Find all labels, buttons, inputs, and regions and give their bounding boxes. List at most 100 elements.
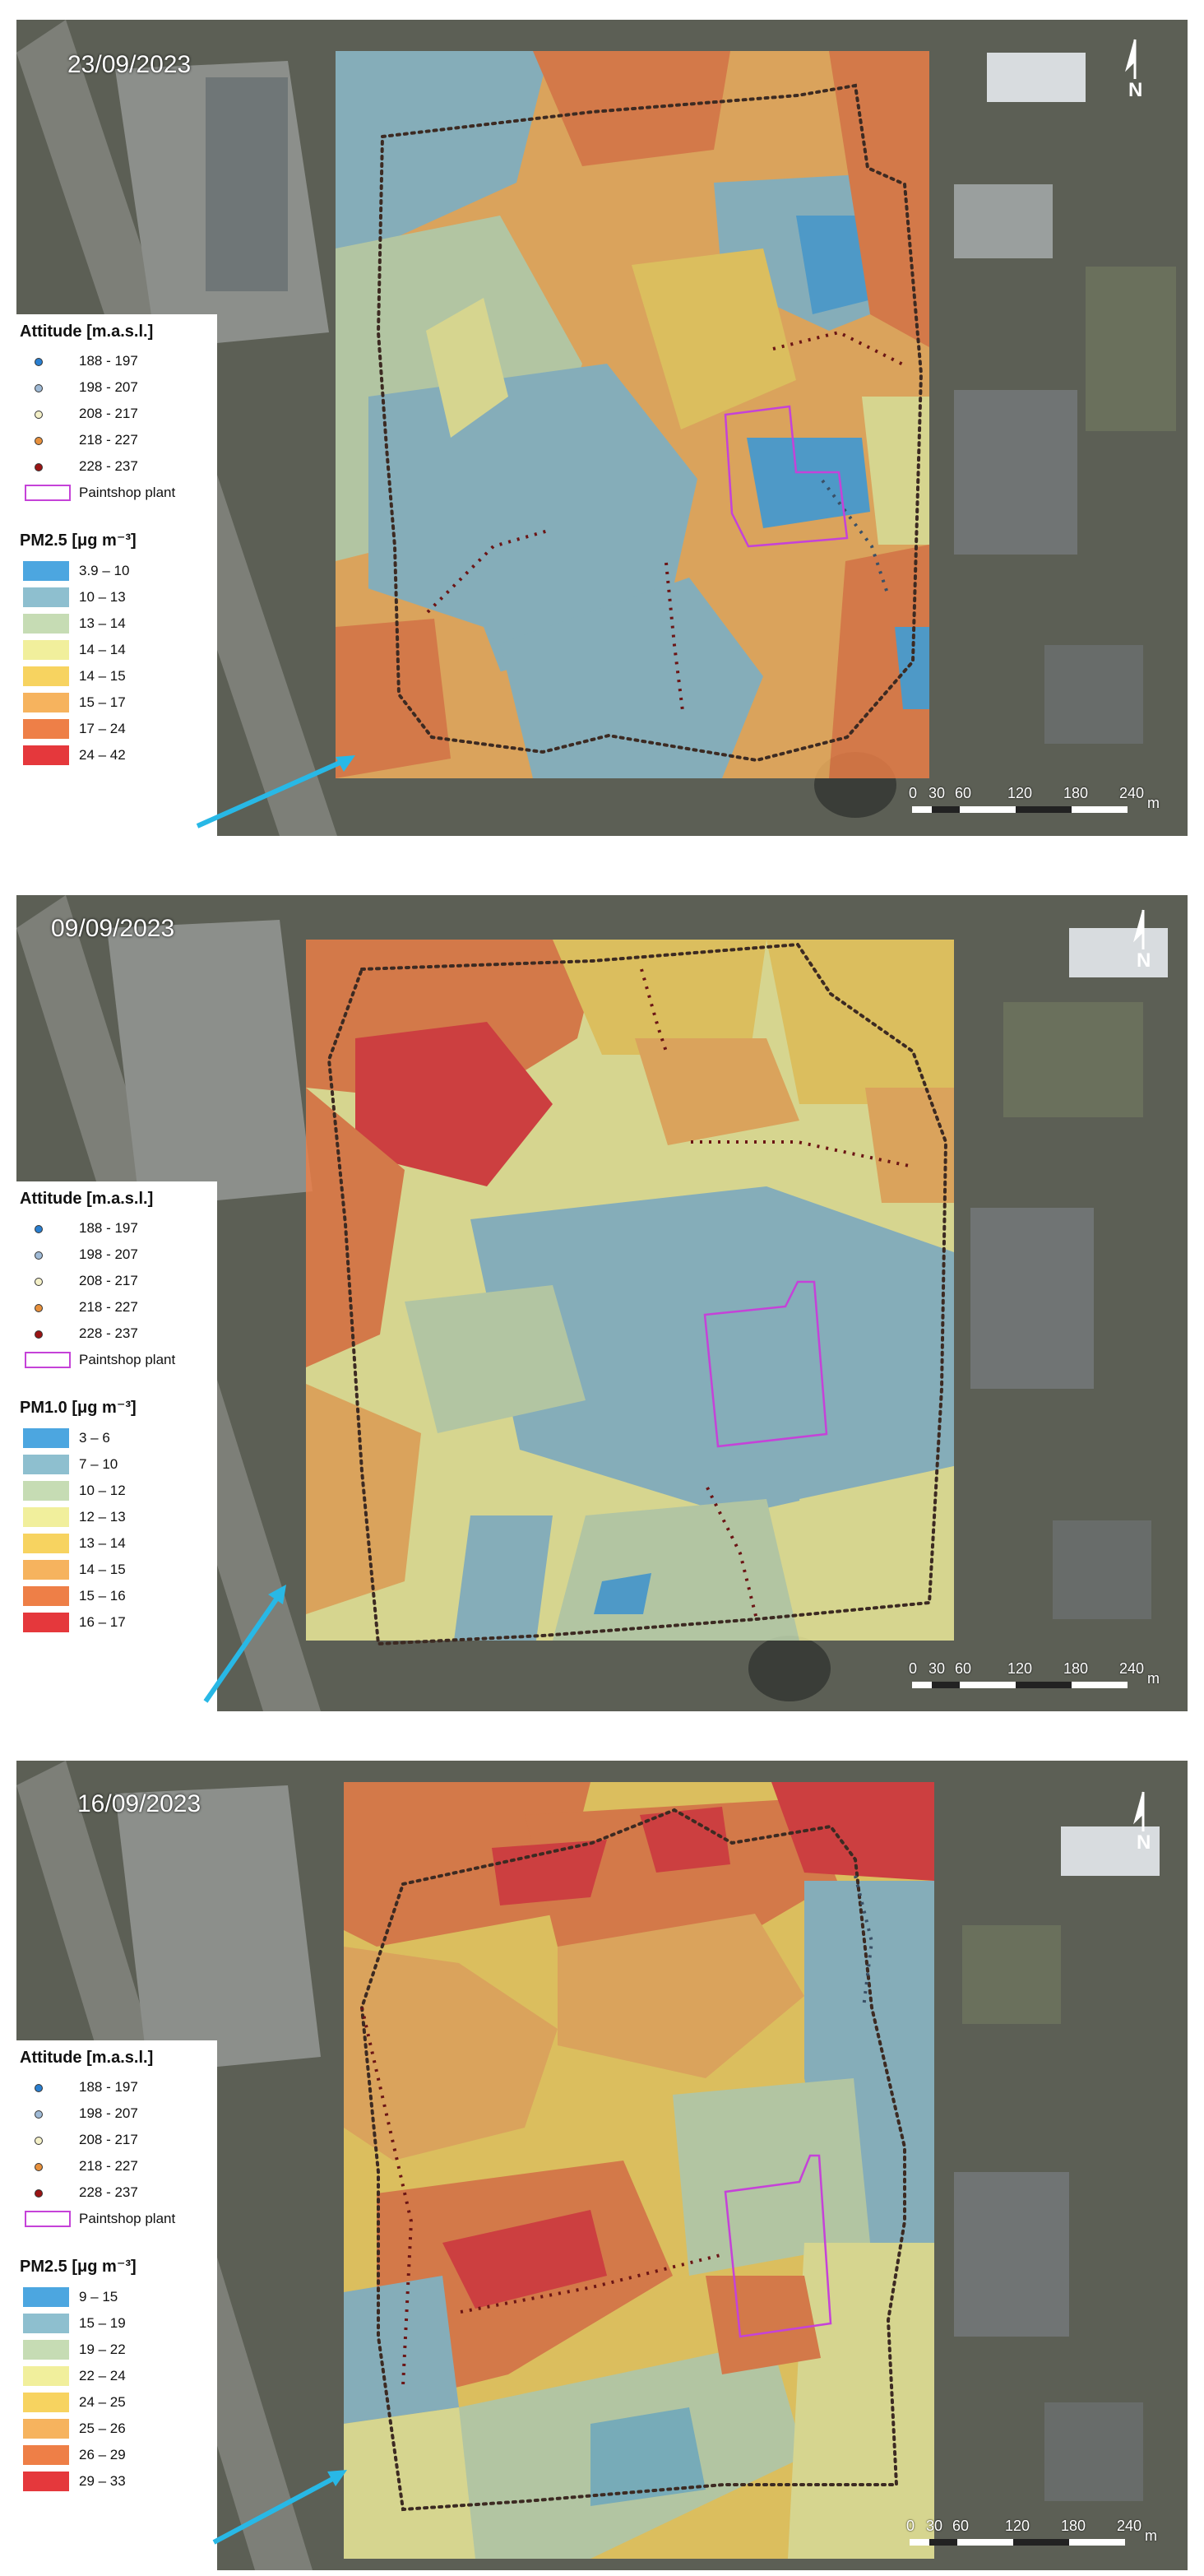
- pm-swatch: [23, 666, 69, 686]
- pm-class-6: 17 – 24: [20, 717, 209, 740]
- pm-swatch: [23, 1481, 69, 1501]
- pm-swatch: [23, 693, 69, 712]
- altitude-class-0: 188 - 197: [20, 2077, 209, 2100]
- altitude-dot-icon: [35, 2163, 43, 2171]
- pm-class-6: 26 – 29: [20, 2444, 209, 2467]
- pm-class-3: 22 – 24: [20, 2365, 209, 2388]
- altitude-dot-icon: [35, 437, 43, 445]
- paintshop-plant-outline: [724, 2154, 832, 2338]
- altitude-class-2: 208 - 217: [20, 403, 209, 426]
- altitude-dot-icon: [35, 1330, 43, 1339]
- legend: Attitude [m.a.s.l.] 188 - 197 198 - 207 …: [16, 314, 217, 836]
- pm-swatch: [23, 1534, 69, 1553]
- map-panel-3: 16/09/2023 N Attitude [m.a.s.l.] 188 - 1…: [16, 1761, 1188, 2570]
- scale-bar: 0 30 60 120 180 240 m: [906, 2518, 1157, 2546]
- map-panel-2: 09/09/2023 N Attitude [m.a.s.l.] 188 - 1…: [16, 895, 1188, 1711]
- pm-heatmap: [306, 940, 954, 1641]
- pm-heatmap: [344, 1782, 934, 2559]
- plant-outline-icon: [25, 485, 71, 501]
- altitude-class-3: 218 - 227: [20, 2156, 209, 2179]
- pm-legend-title: PM1.0 [μg m⁻³]: [20, 1399, 137, 1417]
- scale-bar: 0 30 60 120 180 240 m: [909, 1660, 1160, 1688]
- pm-legend-title: PM2.5 [μg m⁻³]: [20, 2258, 137, 2276]
- paintshop-plant-outline: [724, 405, 849, 548]
- map-panel-1: 23/09/2023 N Attitude [m.a.s.l.] 188 - 1…: [16, 20, 1188, 836]
- pm-swatch: [23, 1613, 69, 1632]
- paintshop-plant-outline: [703, 1280, 828, 1448]
- measurement-route: [376, 83, 924, 763]
- direction-arrow-icon: [196, 755, 355, 828]
- pm-class-1: 15 – 19: [20, 2312, 209, 2335]
- pm-swatch: [23, 1586, 69, 1606]
- altitude-class-0: 188 - 197: [20, 350, 209, 374]
- pm-class-6: 15 – 16: [20, 1585, 209, 1608]
- altitude-class-3: 218 - 227: [20, 1297, 209, 1320]
- pm-swatch: [23, 561, 69, 581]
- altitude-class-2: 208 - 217: [20, 2129, 209, 2152]
- altitude-dot-icon: [35, 1251, 43, 1260]
- altitude-dot-icon: [35, 2137, 43, 2145]
- pm-swatch: [23, 2393, 69, 2412]
- altitude-dot-icon: [35, 463, 43, 471]
- altitude-class-4: 228 - 237: [20, 2182, 209, 2205]
- pm-swatch: [23, 2314, 69, 2333]
- date-label: 16/09/2023: [77, 1790, 201, 1817]
- pm-swatch: [23, 1560, 69, 1580]
- pm-class-5: 25 – 26: [20, 2417, 209, 2440]
- scale-bar: 0 30 60 120 180 240 m: [909, 785, 1160, 813]
- altitude-legend-title: Attitude [m.a.s.l.]: [20, 323, 154, 341]
- altitude-dot-icon: [35, 1278, 43, 1286]
- plant-legend-entry: Paintshop plant: [20, 1349, 209, 1372]
- pm-class-0: 3 – 6: [20, 1427, 209, 1450]
- pm-class-1: 7 – 10: [20, 1453, 209, 1476]
- direction-arrow-icon: [203, 1585, 286, 1703]
- pm-class-4: 14 – 15: [20, 665, 209, 688]
- north-arrow-icon: N: [1110, 36, 1160, 102]
- plant-outline-icon: [25, 1352, 71, 1368]
- altitude-dot-icon: [35, 1304, 43, 1312]
- pm-swatch: [23, 640, 69, 660]
- altitude-dot-icon: [35, 2189, 43, 2198]
- pm-swatch: [23, 2340, 69, 2360]
- north-arrow-icon: N: [1118, 907, 1168, 972]
- pm-class-2: 10 – 12: [20, 1479, 209, 1502]
- altitude-class-2: 208 - 217: [20, 1270, 209, 1293]
- altitude-class-1: 198 - 207: [20, 2103, 209, 2126]
- altitude-class-4: 228 - 237: [20, 1323, 209, 1346]
- pm-swatch: [23, 1428, 69, 1448]
- pm-class-3: 12 – 13: [20, 1506, 209, 1529]
- pm-swatch: [23, 2445, 69, 2465]
- altitude-legend-title: Attitude [m.a.s.l.]: [20, 2049, 154, 2067]
- altitude-class-4: 228 - 237: [20, 456, 209, 479]
- direction-arrow-icon: [212, 2470, 347, 2545]
- altitude-dot-icon: [35, 358, 43, 366]
- pm-swatch: [23, 614, 69, 634]
- pm-swatch: [23, 1455, 69, 1474]
- pm-class-0: 3.9 – 10: [20, 559, 209, 583]
- pm-class-7: 29 – 33: [20, 2470, 209, 2493]
- date-label: 23/09/2023: [67, 51, 192, 78]
- north-arrow-icon: N: [1118, 1789, 1168, 1854]
- altitude-dot-icon: [35, 2110, 43, 2119]
- pm-swatch: [23, 2472, 69, 2491]
- pm-swatch: [23, 2287, 69, 2307]
- pm-swatch: [23, 719, 69, 739]
- altitude-dot-icon: [35, 1225, 43, 1233]
- pm-swatch: [23, 2419, 69, 2439]
- north-label: N: [1137, 1831, 1151, 1854]
- north-label: N: [1137, 949, 1151, 972]
- altitude-dot-icon: [35, 2084, 43, 2092]
- pm-class-5: 15 – 17: [20, 691, 209, 714]
- measurement-route: [359, 1808, 906, 2512]
- pm-swatch: [23, 1507, 69, 1527]
- pm-heatmap: [336, 51, 929, 778]
- altitude-class-0: 188 - 197: [20, 1218, 209, 1241]
- pm-class-0: 9 – 15: [20, 2286, 209, 2309]
- altitude-legend-title: Attitude [m.a.s.l.]: [20, 1190, 154, 1208]
- legend: Attitude [m.a.s.l.] 188 - 197 198 - 207 …: [16, 2040, 217, 2570]
- pm-class-4: 24 – 25: [20, 2391, 209, 2414]
- plant-outline-icon: [25, 2211, 71, 2227]
- pm-class-2: 19 – 22: [20, 2338, 209, 2361]
- pm-class-7: 16 – 17: [20, 1611, 209, 1634]
- pm-swatch: [23, 2366, 69, 2386]
